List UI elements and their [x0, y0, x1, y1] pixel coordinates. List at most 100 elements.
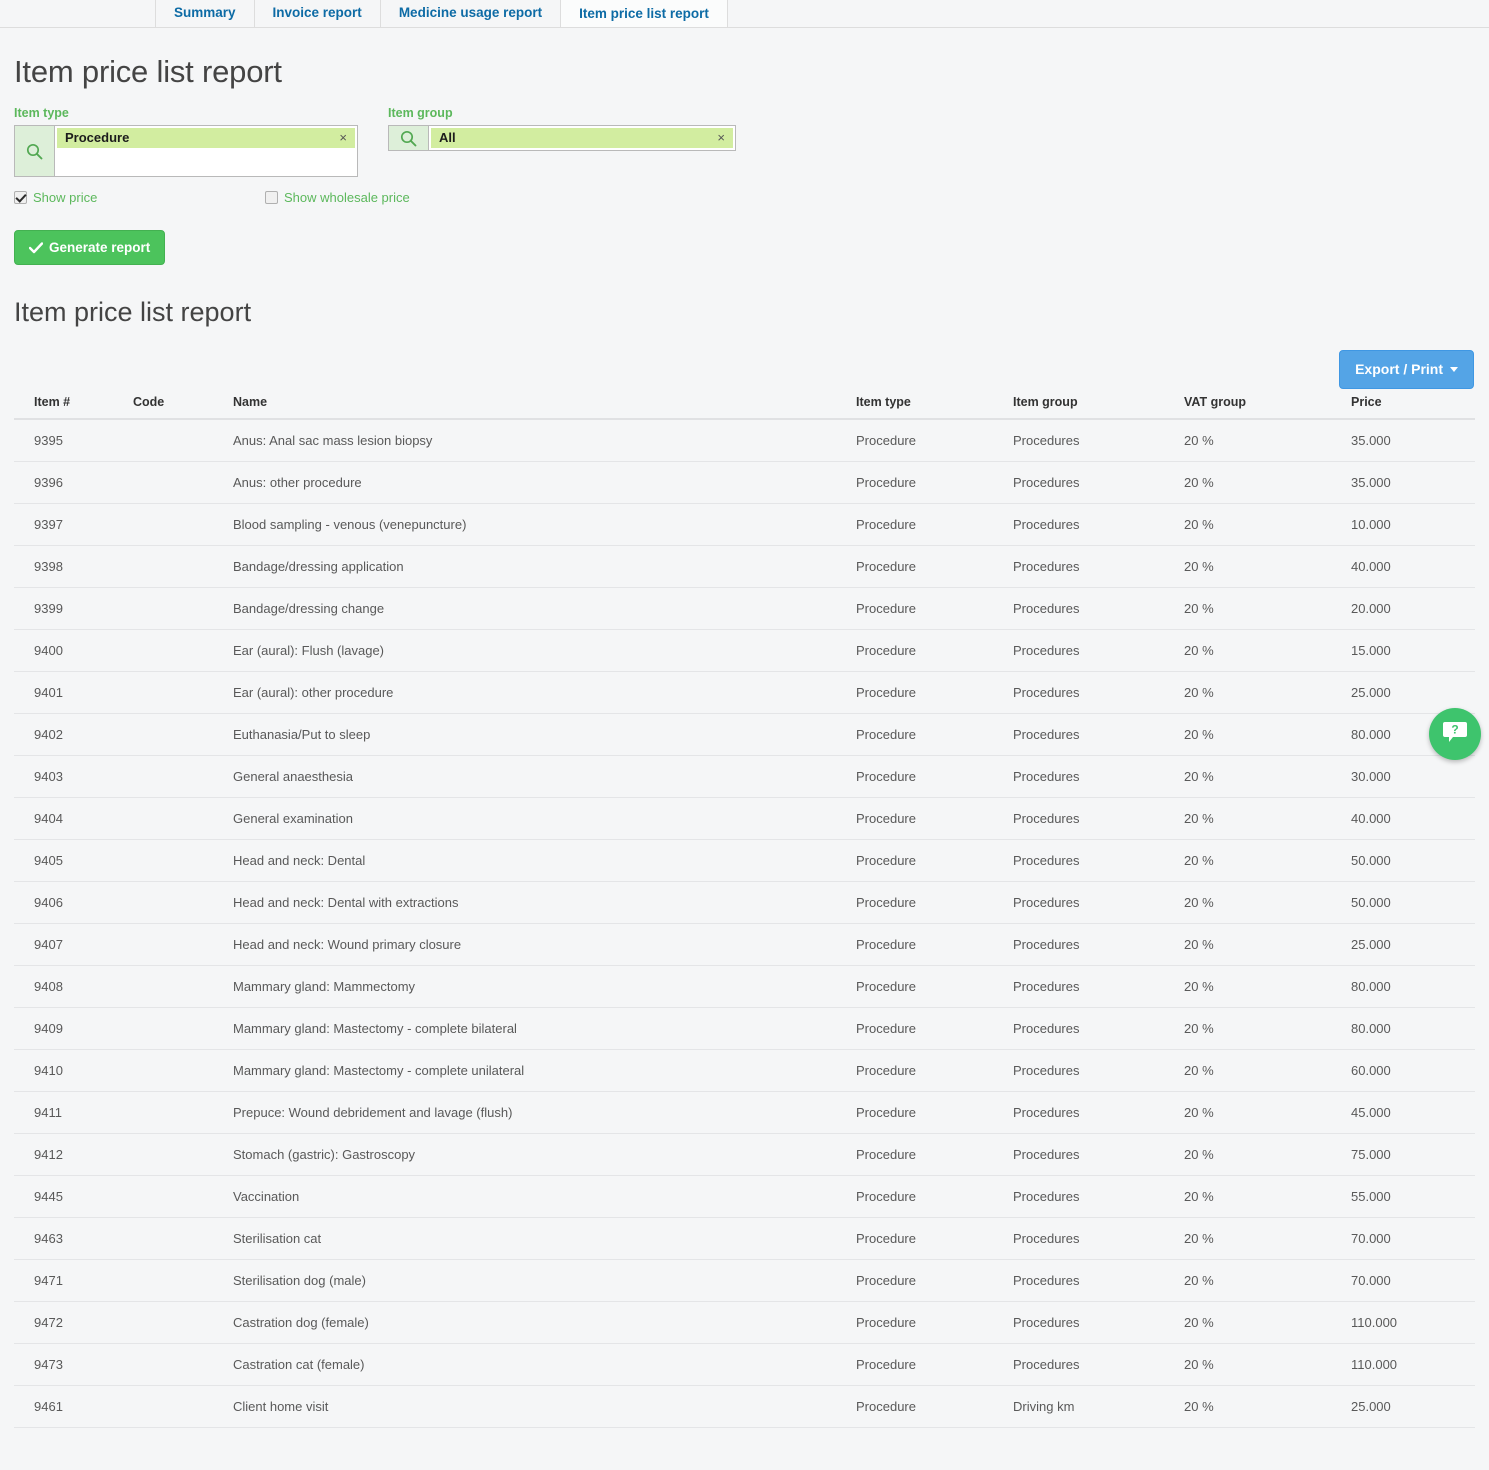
cell-name: Castration dog (female) — [233, 1301, 856, 1344]
table-row[interactable]: 9410 Mammary gland: Mastectomy - complete… — [14, 1049, 1475, 1092]
checkbox-show-price[interactable]: Show price — [14, 190, 97, 205]
table-row[interactable]: 9398 Bandage/dressing application Procedur… — [14, 545, 1475, 588]
col-item-type: Item type — [856, 389, 1013, 420]
cell-item-group: Procedures — [1013, 587, 1184, 630]
cell-item-group: Driving km — [1013, 1385, 1184, 1428]
cell-name: Sterilisation cat — [233, 1217, 856, 1260]
item-group-select[interactable]: All × — [388, 125, 736, 151]
cell-item-group: Procedures — [1013, 923, 1184, 966]
item-type-value-area[interactable]: Procedure × — [55, 126, 357, 176]
cell-name: Head and neck: Dental with extractions — [233, 881, 856, 924]
cell-vat-group: 20 % — [1184, 419, 1351, 462]
tab-medicine-usage-report[interactable]: Medicine usage report — [379, 0, 562, 27]
cell-price: 80.000 — [1351, 965, 1475, 1008]
cell-price: 20.000 — [1351, 587, 1475, 630]
cell-vat-group: 20 % — [1184, 965, 1351, 1008]
cell-code — [133, 587, 233, 630]
cell-vat-group: 20 % — [1184, 503, 1351, 546]
table-row[interactable]: 9401 Ear (aural): other procedure Procedur… — [14, 671, 1475, 714]
table-row[interactable]: 9396 Anus: other procedure Procedure Proced… — [14, 461, 1475, 504]
cell-vat-group: 20 % — [1184, 923, 1351, 966]
generate-report-button[interactable]: Generate report — [14, 230, 166, 265]
close-icon[interactable]: × — [339, 130, 347, 145]
checkbox-show-wholesale-price-box[interactable] — [265, 191, 278, 204]
cell-item-number: 9473 — [14, 1343, 133, 1386]
table-row[interactable]: 9400 Ear (aural): Flush (lavage) Procedure… — [14, 629, 1475, 672]
cell-item-type: Procedure — [856, 839, 1013, 882]
export-print-button[interactable]: Export / Print — [1339, 350, 1474, 389]
cell-item-number: 9395 — [14, 419, 133, 462]
cell-code — [133, 1049, 233, 1092]
col-item-number: Item # — [14, 389, 133, 420]
cell-code — [133, 1301, 233, 1344]
table-row[interactable]: 9406 Head and neck: Dental with extractio… — [14, 881, 1475, 924]
col-item-group: Item group — [1013, 389, 1184, 420]
cell-item-number: 9398 — [14, 545, 133, 588]
table-row[interactable]: 9471 Sterilisation dog (male) Procedure Pro… — [14, 1259, 1475, 1302]
table-row[interactable]: 9445 Vaccination Procedure Procedures 20 % 55… — [14, 1175, 1475, 1218]
cell-item-number: 9400 — [14, 629, 133, 672]
table-row[interactable]: 9402 Euthanasia/Put to sleep Procedure Proc… — [14, 713, 1475, 756]
table-row[interactable]: 9399 Bandage/dressing change Procedure Proc… — [14, 587, 1475, 630]
item-group-selected-tag[interactable]: All × — [431, 128, 733, 148]
cell-price: 55.000 — [1351, 1175, 1475, 1218]
table-row[interactable]: 9411 Prepuce: Wound debridement and lavag… — [14, 1091, 1475, 1134]
cell-item-type: Procedure — [856, 419, 1013, 462]
cell-code — [133, 461, 233, 504]
cell-item-group: Procedures — [1013, 965, 1184, 1008]
item-group-value-area[interactable]: All × — [429, 126, 735, 150]
page-content: Item price list report Item type Procedu… — [0, 54, 1489, 1470]
col-code: Code — [133, 389, 233, 420]
table-row[interactable]: 9397 Blood sampling - venous (venepunctur… — [14, 503, 1475, 546]
table-row[interactable]: 9408 Mammary gland: Mammectomy Procedure Pr… — [14, 965, 1475, 1008]
cell-price: 60.000 — [1351, 1049, 1475, 1092]
search-icon[interactable] — [389, 126, 429, 150]
tab-item-price-list-report[interactable]: Item price list report — [560, 0, 728, 27]
cell-vat-group: 20 % — [1184, 881, 1351, 924]
cell-item-number: 9405 — [14, 839, 133, 882]
cell-item-group: Procedures — [1013, 839, 1184, 882]
table-row[interactable]: 9463 Sterilisation cat Procedure Procedures… — [14, 1217, 1475, 1260]
cell-item-group: Procedures — [1013, 797, 1184, 840]
cell-item-number: 9409 — [14, 1007, 133, 1050]
cell-item-type: Procedure — [856, 671, 1013, 714]
cell-item-number: 9407 — [14, 923, 133, 966]
cell-price: 50.000 — [1351, 881, 1475, 924]
cell-item-type: Procedure — [856, 1175, 1013, 1218]
cell-item-type: Procedure — [856, 923, 1013, 966]
table-row[interactable]: 9409 Mammary gland: Mastectomy - complete… — [14, 1007, 1475, 1050]
cell-vat-group: 20 % — [1184, 1133, 1351, 1176]
tab-summary[interactable]: Summary — [155, 0, 255, 27]
table-row[interactable]: 9412 Stomach (gastric): Gastroscopy Proced… — [14, 1133, 1475, 1176]
cell-item-number: 9399 — [14, 587, 133, 630]
cell-item-type: Procedure — [856, 587, 1013, 630]
cell-price: 30.000 — [1351, 755, 1475, 798]
cell-item-group: Procedures — [1013, 1091, 1184, 1134]
cell-price: 25.000 — [1351, 671, 1475, 714]
cell-code — [133, 881, 233, 924]
help-chat-button[interactable]: ? — [1429, 708, 1481, 760]
cell-price: 75.000 — [1351, 1133, 1475, 1176]
item-type-selected-tag[interactable]: Procedure × — [57, 128, 355, 148]
table-row[interactable]: 9395 Anus: Anal sac mass lesion biopsy Pro… — [14, 419, 1475, 462]
item-type-select[interactable]: Procedure × — [14, 125, 358, 177]
tab-invoice-report[interactable]: Invoice report — [253, 0, 381, 27]
checkbox-show-wholesale-price[interactable]: Show wholesale price — [265, 190, 410, 205]
cell-code — [133, 965, 233, 1008]
cell-name: Euthanasia/Put to sleep — [233, 713, 856, 756]
cell-item-group: Procedures — [1013, 713, 1184, 756]
cell-item-type: Procedure — [856, 1049, 1013, 1092]
table-row[interactable]: 9404 General examination Procedure Procedur… — [14, 797, 1475, 840]
close-icon[interactable]: × — [717, 130, 725, 145]
table-row[interactable]: 9407 Head and neck: Wound primary closure… — [14, 923, 1475, 966]
checkbox-show-price-box[interactable] — [14, 191, 27, 204]
cell-item-type: Procedure — [856, 1133, 1013, 1176]
table-row[interactable]: 9461 Client home visit Procedure Driving km… — [14, 1385, 1475, 1428]
cell-vat-group: 20 % — [1184, 1385, 1351, 1428]
search-icon[interactable] — [15, 126, 55, 176]
table-row[interactable]: 9472 Castration dog (female) Procedure Proc… — [14, 1301, 1475, 1344]
table-row[interactable]: 9405 Head and neck: Dental Procedure Proced… — [14, 839, 1475, 882]
table-row[interactable]: 9473 Castration cat (female) Procedure Proc… — [14, 1343, 1475, 1386]
question-bubble-icon: ? — [1442, 720, 1468, 749]
table-row[interactable]: 9403 General anaesthesia Procedure Procedur… — [14, 755, 1475, 798]
